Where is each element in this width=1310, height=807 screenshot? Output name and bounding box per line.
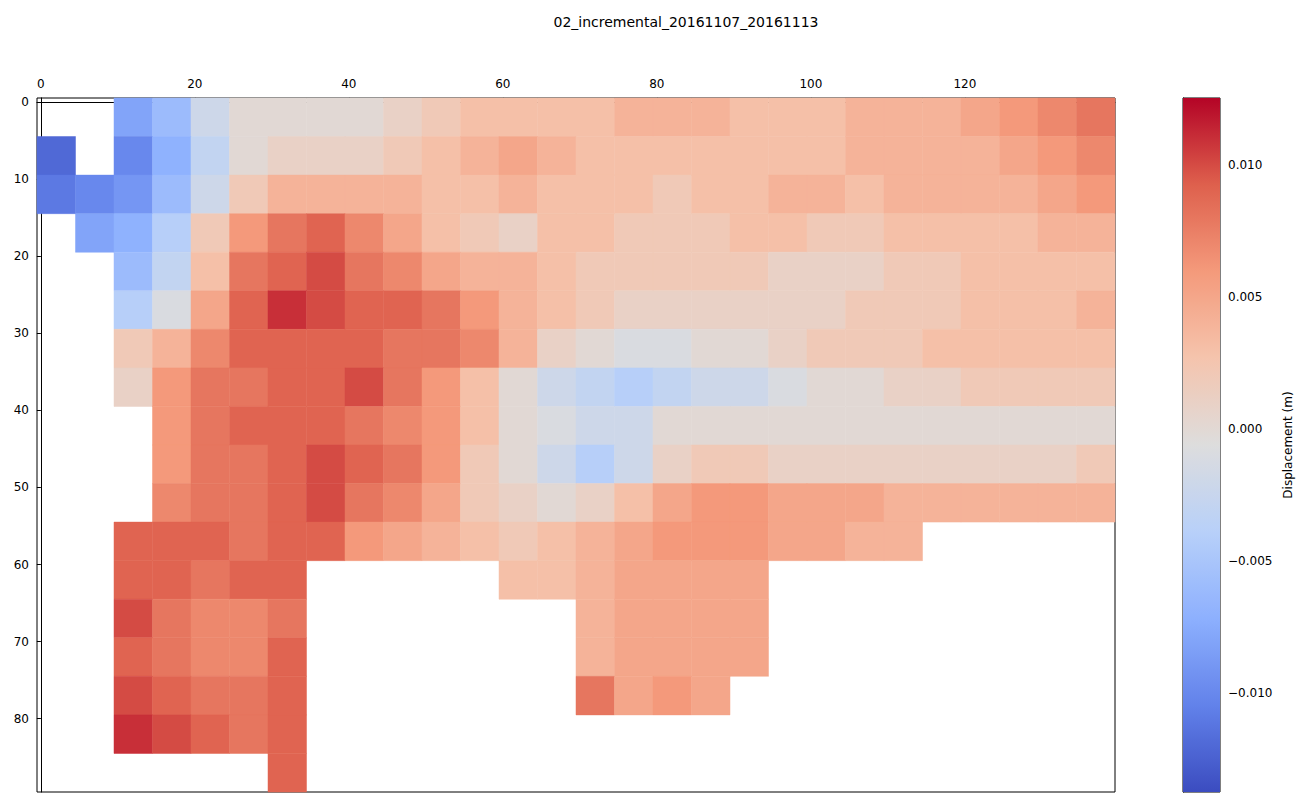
svg-text:0: 0 [37, 77, 45, 91]
svg-text:20: 20 [187, 77, 202, 91]
svg-text:−0.005: −0.005 [1228, 554, 1272, 568]
svg-text:0.000: 0.000 [1228, 422, 1262, 436]
svg-text:80: 80 [14, 712, 29, 726]
svg-text:−0.010: −0.010 [1228, 686, 1272, 700]
svg-text:30: 30 [14, 326, 29, 340]
svg-text:40: 40 [14, 403, 29, 417]
svg-text:02_incremental_20161107_201611: 02_incremental_20161107_20161113 [554, 14, 819, 30]
svg-text:60: 60 [14, 558, 29, 572]
svg-text:120: 120 [953, 77, 976, 91]
svg-text:0: 0 [21, 95, 29, 109]
svg-text:60: 60 [495, 77, 510, 91]
svg-text:40: 40 [341, 77, 356, 91]
svg-text:70: 70 [14, 635, 29, 649]
svg-text:Displacement (m): Displacement (m) [1281, 391, 1295, 498]
svg-text:0.010: 0.010 [1228, 158, 1262, 172]
svg-text:100: 100 [799, 77, 822, 91]
svg-text:50: 50 [14, 480, 29, 494]
svg-text:80: 80 [649, 77, 664, 91]
svg-text:0.005: 0.005 [1228, 290, 1262, 304]
svg-text:20: 20 [14, 249, 29, 263]
svg-text:10: 10 [14, 172, 29, 186]
